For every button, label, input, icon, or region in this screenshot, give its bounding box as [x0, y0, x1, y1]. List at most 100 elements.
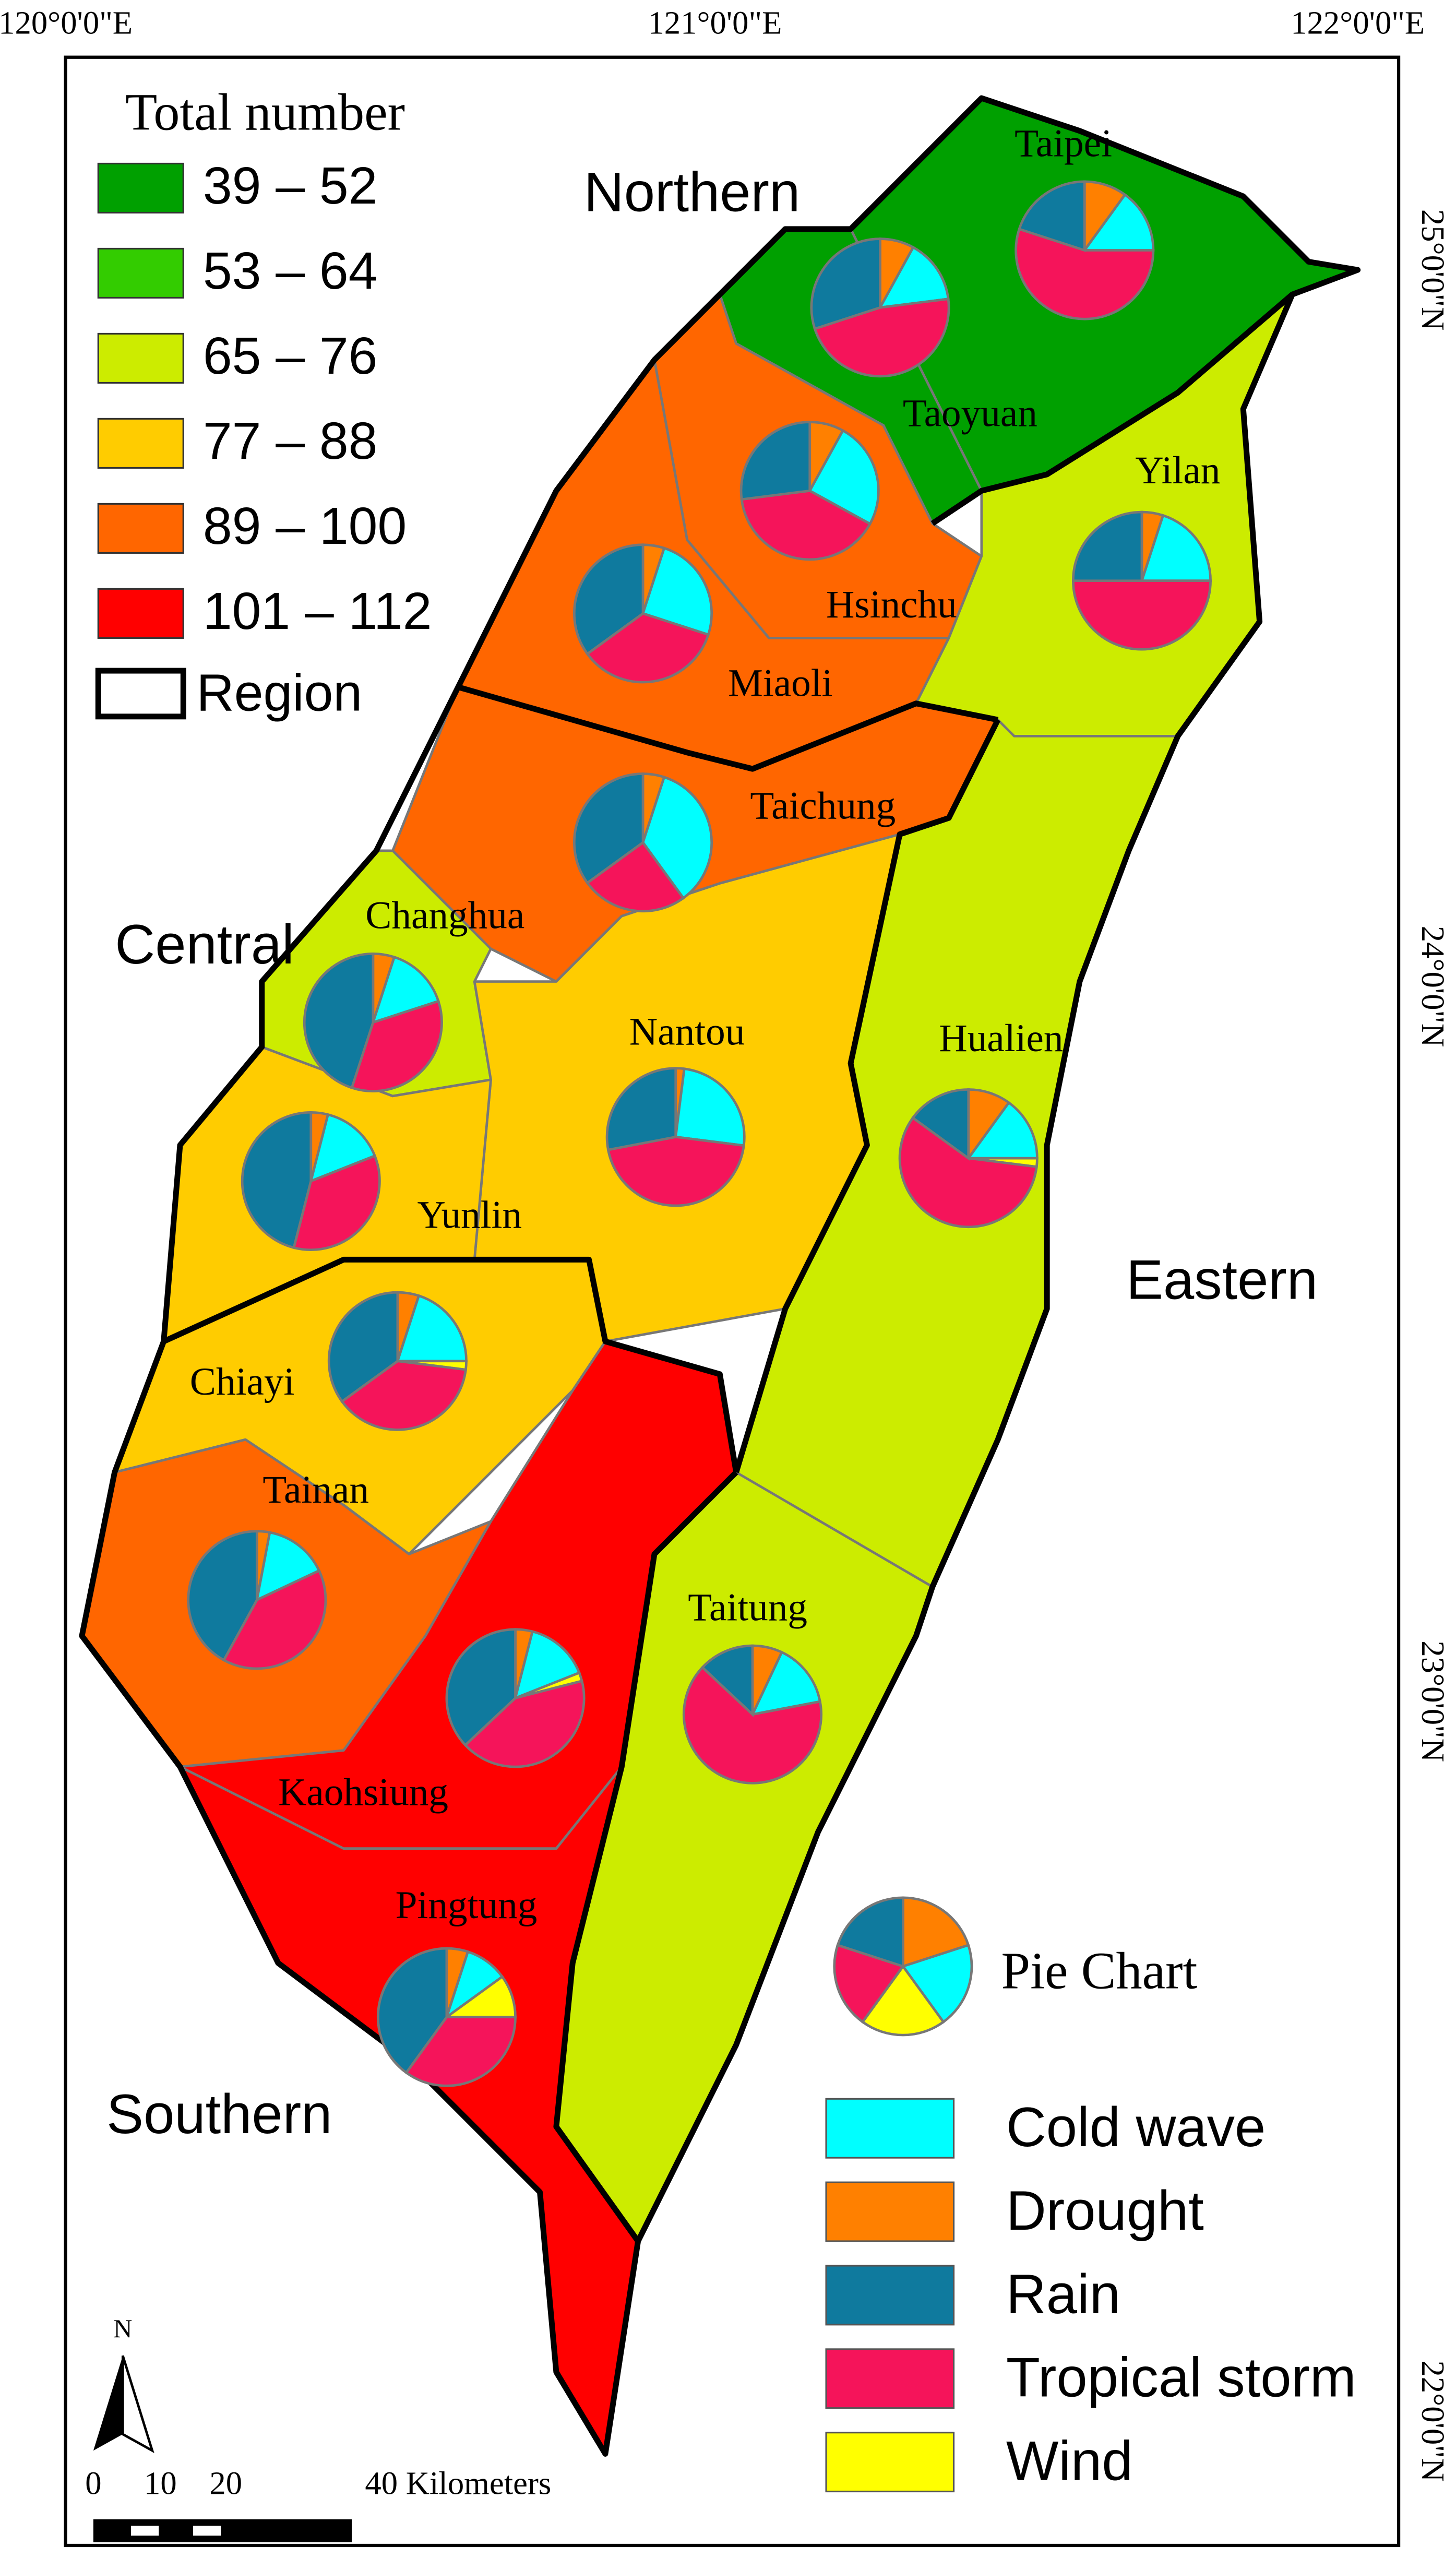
legend-label: 65 – 76 [203, 327, 378, 385]
county-label: Pingtung [396, 1884, 538, 1927]
county-labels: Taipei Taoyuan Hsinchu Miaoli Yilan Taic… [190, 122, 1221, 1927]
legend-label: 53 – 64 [203, 242, 378, 300]
longitude-label: 121°0'0"E [648, 5, 782, 41]
county-label: Hsinchu [826, 583, 957, 626]
pie-legend-swatch [825, 2348, 955, 2409]
north-arrow-right [121, 2355, 154, 2454]
pie-slice [878, 245, 950, 310]
pie-slice [740, 489, 872, 561]
region-boundary [733, 718, 1001, 1473]
region-label: Central [115, 913, 294, 975]
pie-legend-label: Drought [1006, 2180, 1204, 2242]
legend-title: Total number [125, 84, 405, 141]
pie-slice [810, 237, 881, 330]
county-label: Taoyuan [903, 392, 1037, 435]
sample-pie-slice [901, 1943, 973, 2024]
pie-slice [808, 429, 880, 526]
sample-pie-slice [833, 1943, 905, 2024]
region-label: Northern [584, 161, 801, 223]
pie-layer [187, 180, 1212, 2087]
pie-slice [445, 1628, 517, 1747]
pie-chart [605, 1067, 746, 1207]
pie-chart [573, 543, 713, 684]
coastline [79, 95, 1361, 2457]
latitude-label: 24°0'0"N [1415, 926, 1451, 1048]
scale-bar: 0 10 20 40 Kilometers [85, 2465, 551, 2542]
legend-swatch [97, 332, 184, 384]
county-label: Hualien [939, 1017, 1063, 1060]
pie-legend-label: Cold wave [1006, 2096, 1266, 2158]
pie-slice [586, 840, 685, 913]
pie-slice [187, 1530, 258, 1662]
pie-slice [340, 1360, 468, 1431]
pie-slice [396, 1294, 468, 1363]
legend-swatch [97, 418, 184, 469]
pie-chart [327, 1291, 468, 1431]
pie-slice [1018, 180, 1086, 252]
region-label: Eastern [1126, 1249, 1318, 1311]
pie-slice [606, 1135, 745, 1207]
pie-slice [1071, 579, 1212, 651]
pie-chart [573, 772, 713, 913]
pie-slice [750, 1650, 822, 1716]
scale-label: 40 Kilometers [365, 2465, 551, 2502]
legend-swatch [97, 247, 184, 299]
scale-label: 0 [85, 2465, 101, 2502]
region-label: Southern [106, 2083, 332, 2145]
pie-slice [739, 421, 811, 501]
scale-bar-segment [130, 2526, 159, 2536]
region-boundaries [79, 95, 1361, 2457]
pie-slice [404, 2016, 517, 2087]
pie-slice [700, 1644, 754, 1718]
pie-chart [683, 1644, 822, 1784]
county-label: Kaohsiung [278, 1771, 448, 1814]
county-label: Taipei [1015, 122, 1112, 165]
region-labels: Northern Central Eastern Southern [106, 161, 1318, 2145]
legend-label: 77 – 88 [203, 412, 378, 470]
region-boundary [930, 292, 1294, 526]
pie-chart [303, 952, 443, 1092]
pie-slice [898, 1116, 1038, 1229]
class-legend: Total number Region 39 – 52 53 – 64 65 – 7… [95, 84, 432, 722]
county-label: Yunlin [417, 1193, 522, 1236]
pie-slice [1071, 510, 1143, 582]
legend-label: 101 – 112 [203, 582, 432, 640]
pie-slice [514, 1630, 581, 1700]
pie-slice [1082, 193, 1155, 252]
county-label: Miaoli [728, 662, 833, 705]
legend-label: Region [196, 664, 362, 722]
legend-label: 89 – 100 [203, 497, 407, 555]
region-boundary [457, 684, 999, 772]
sample-pie-slice [861, 1964, 946, 2037]
legend-swatch [97, 503, 184, 554]
scale-label: 20 [209, 2465, 242, 2502]
pie-slice [376, 1947, 448, 2075]
pie-slice [605, 1067, 677, 1151]
pie-slice [255, 1531, 321, 1602]
pie-slice [641, 546, 713, 637]
pie-chart [1015, 180, 1155, 320]
sample-pie-slice [836, 1896, 904, 1968]
pie-slice [641, 776, 713, 900]
pie-legend-swatch [825, 2098, 955, 2159]
pie-legend-title: Pie Chart [1001, 1942, 1197, 2000]
pie-legend-label: Wind [1006, 2430, 1133, 2492]
county-label: Changhua [365, 894, 524, 937]
county-label: Nantou [629, 1010, 745, 1053]
pie-slice [683, 1665, 822, 1784]
pie-slice [1140, 514, 1212, 582]
latitude-label: 25°0'0"N [1415, 209, 1451, 331]
scale-label: 10 [144, 2465, 177, 2502]
latitude-label: 22°0'0"N [1415, 2361, 1451, 2482]
region-swatch [95, 668, 186, 720]
pie-legend-swatch [825, 2265, 955, 2326]
longitude-label: 120°0'0"E [0, 5, 133, 41]
pie-chart [1071, 510, 1212, 651]
pie-chart [376, 1947, 517, 2087]
county-label: Yilan [1135, 449, 1220, 492]
pie-slice [350, 1000, 443, 1092]
pie-slice [241, 1111, 313, 1250]
pie-slice [573, 543, 645, 656]
pie-slice [911, 1088, 970, 1161]
